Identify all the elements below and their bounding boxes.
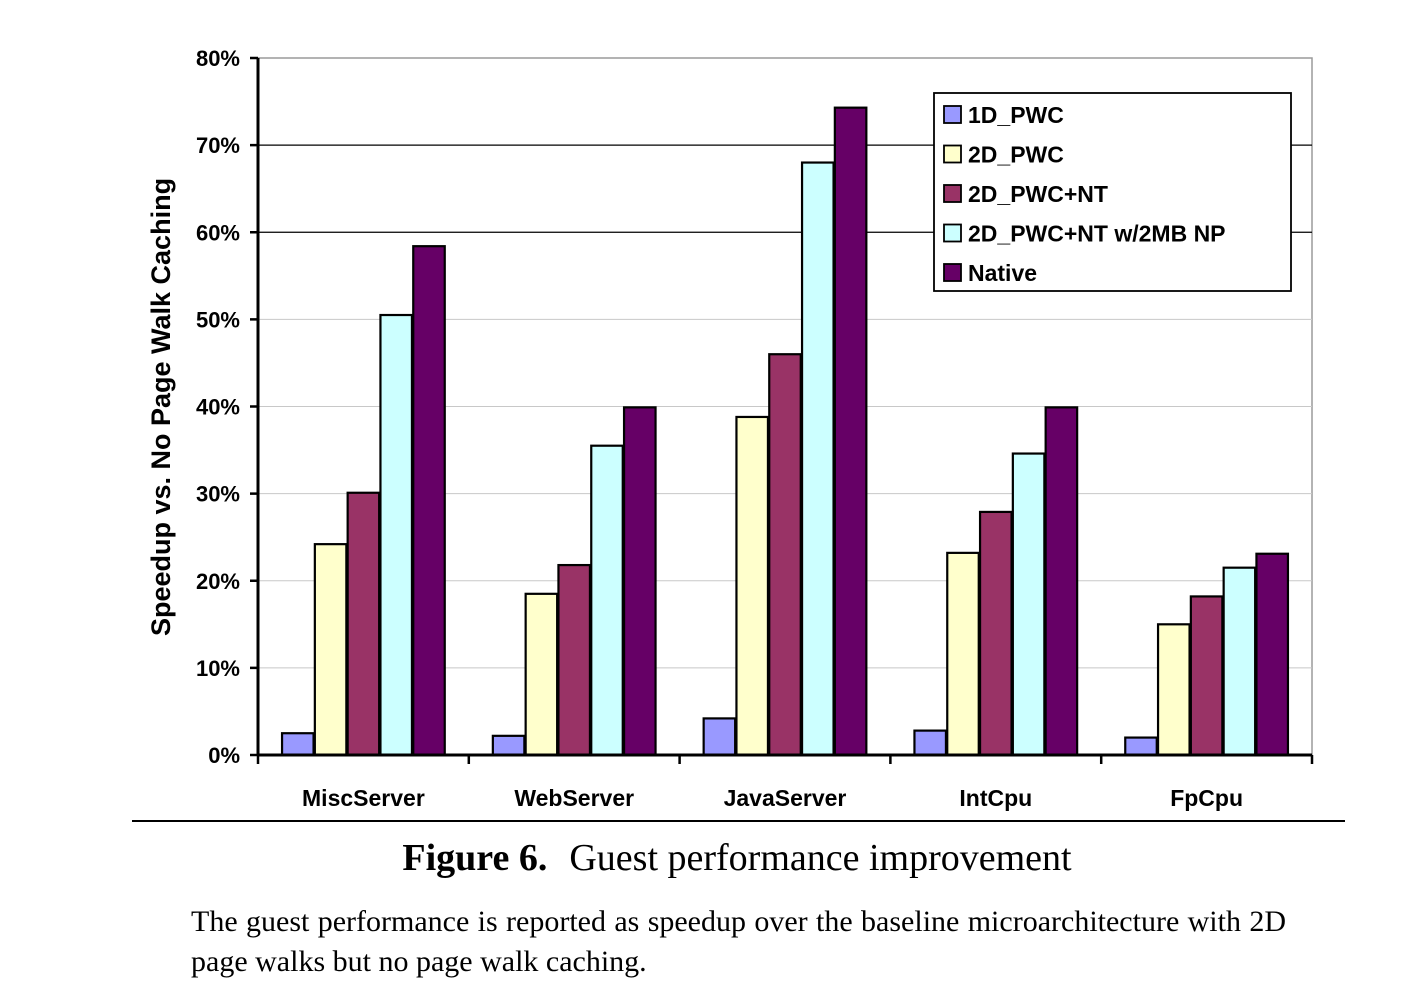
y-tick-label: 80% bbox=[196, 46, 240, 71]
y-tick-label: 20% bbox=[196, 569, 240, 594]
legend-swatch bbox=[943, 263, 962, 282]
x-category-labels: MiscServer WebServer JavaServer IntCpu FpCpu bbox=[302, 785, 1243, 811]
legend: 1D_PWC 2D_PWC 2D_PWC+NT 2D_PWC+NT w/2MB NP N… bbox=[933, 92, 1292, 292]
y-tick-label: 60% bbox=[196, 220, 240, 245]
bars bbox=[280, 106, 1290, 757]
bar-Native-IntCpu bbox=[1044, 406, 1079, 757]
bar-2D_PWC-IntCpu bbox=[946, 551, 980, 757]
y-tick-label: 10% bbox=[196, 656, 240, 681]
x-category-label: FpCpu bbox=[1170, 785, 1243, 811]
bar-2D_PWC+NT-JavaServer bbox=[768, 353, 802, 757]
y-tick-label: 30% bbox=[196, 482, 240, 507]
y-tick-labels: 0% 10% 20% 30% 40% 50% 60% 70% 80% bbox=[196, 46, 240, 768]
bar-1D_PWC-MiscServer bbox=[280, 732, 315, 757]
legend-swatch bbox=[943, 223, 962, 243]
figure-title: Guest performance improvement bbox=[569, 837, 1072, 879]
bar-chart: 0% 10% 20% 30% 40% 50% 60% 70% 80% MiscServer Web… bbox=[146, 46, 1314, 811]
y-tick-label: 40% bbox=[196, 395, 240, 420]
legend-swatch bbox=[943, 144, 962, 164]
legend-label: Native bbox=[968, 260, 1037, 286]
bar-2D_PWC+NT w/2MB NP-IntCpu bbox=[1011, 452, 1046, 757]
legend-swatch bbox=[943, 184, 962, 203]
legend-swatch bbox=[943, 105, 962, 124]
y-tick-label: 0% bbox=[208, 743, 240, 768]
bar-2D_PWC-JavaServer bbox=[735, 415, 770, 757]
bar-1D_PWC-JavaServer bbox=[702, 717, 737, 757]
bar-2D_PWC-WebServer bbox=[524, 592, 559, 757]
caption-divider bbox=[132, 820, 1345, 822]
bar-2D_PWC+NT w/2MB NP-FpCpu bbox=[1222, 566, 1257, 757]
bar-2D_PWC-MiscServer bbox=[313, 543, 348, 757]
x-category-label: IntCpu bbox=[959, 785, 1032, 811]
bar-2D_PWC+NT-FpCpu bbox=[1189, 595, 1224, 757]
bar-1D_PWC-FpCpu bbox=[1124, 736, 1158, 757]
y-tick-label: 50% bbox=[196, 307, 240, 332]
figure-caption-title: Figure 6. Guest performance improvement bbox=[0, 836, 1408, 880]
bar-2D_PWC+NT w/2MB NP-WebServer bbox=[590, 444, 624, 757]
axes bbox=[250, 56, 1314, 764]
figure-number: Figure 6. bbox=[402, 837, 548, 879]
bar-2D_PWC-FpCpu bbox=[1156, 623, 1191, 757]
legend-label: 1D_PWC bbox=[968, 102, 1064, 128]
bar-Native-FpCpu bbox=[1255, 552, 1290, 757]
legend-label: 2D_PWC+NT bbox=[968, 181, 1108, 207]
bar-2D_PWC+NT-WebServer bbox=[557, 563, 592, 757]
bar-Native-WebServer bbox=[622, 406, 657, 757]
x-category-label: WebServer bbox=[514, 785, 634, 811]
legend-label: 2D_PWC+NT w/2MB NP bbox=[968, 221, 1226, 247]
figure-caption-body: The guest performance is reported as spe… bbox=[191, 905, 1286, 978]
bar-1D_PWC-WebServer bbox=[491, 734, 526, 757]
legend-label: 2D_PWC bbox=[968, 142, 1064, 168]
bar-2D_PWC+NT-MiscServer bbox=[346, 491, 381, 757]
y-axis-title: Speedup vs. No Page Walk Caching bbox=[146, 178, 176, 636]
bar-2D_PWC+NT w/2MB NP-MiscServer bbox=[379, 313, 414, 757]
x-category-label: MiscServer bbox=[302, 785, 425, 811]
x-category-label: JavaServer bbox=[724, 785, 847, 811]
bar-Native-JavaServer bbox=[833, 106, 868, 757]
y-tick-label: 70% bbox=[196, 133, 240, 158]
bar-2D_PWC+NT w/2MB NP-JavaServer bbox=[800, 161, 835, 757]
bar-2D_PWC+NT-IntCpu bbox=[978, 510, 1013, 757]
bar-1D_PWC-IntCpu bbox=[913, 729, 948, 757]
bar-Native-MiscServer bbox=[412, 245, 446, 757]
legend-box bbox=[933, 92, 1292, 292]
